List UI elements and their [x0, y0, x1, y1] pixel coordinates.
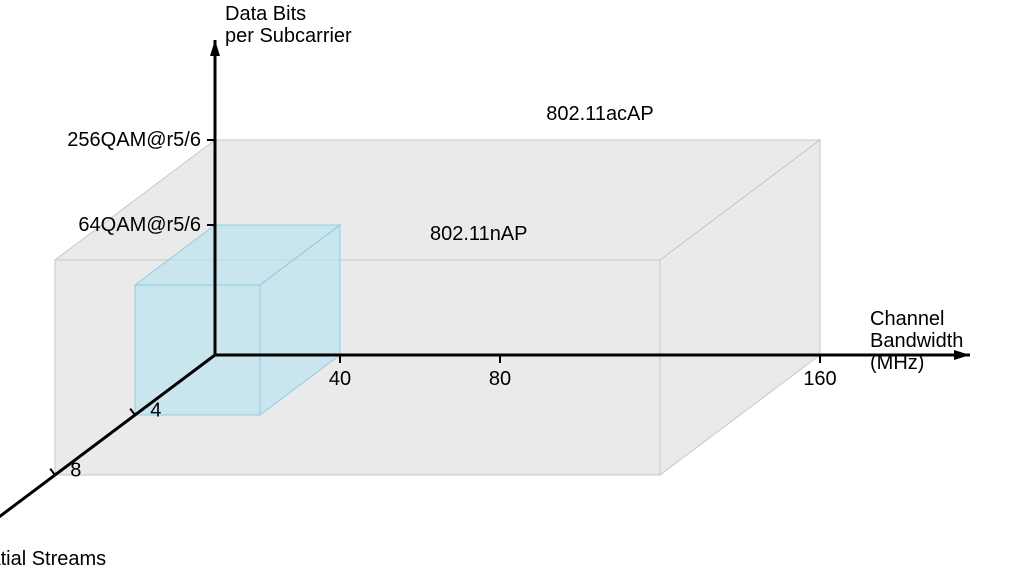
axis-z-label: Spatial Streams [0, 548, 106, 570]
label-802-11ac: 802.11acAP [546, 103, 654, 125]
x-tick-label: 160 [803, 368, 836, 390]
label-802-11n: 802.11nAP [430, 223, 528, 245]
axis-x-label: Bandwidth [870, 330, 963, 352]
x-tick-label: 80 [489, 368, 511, 390]
axis-y-label: Data Bits [225, 3, 306, 25]
y-tick-label: 256QAM@r5/6 [67, 129, 201, 151]
z-tick-label: 4 [150, 400, 161, 422]
axis-x-label: Channel [870, 308, 945, 330]
z-tick-label: 8 [70, 460, 81, 482]
axis-x-label: (MHz) [870, 352, 924, 374]
x-tick-label: 40 [329, 368, 351, 390]
axis-y-label: per Subcarrier [225, 25, 352, 47]
y-tick-label: 64QAM@r5/6 [78, 214, 201, 236]
diagram-3d-axes: 256QAM@r5/6 64QAM@r5/6 40 80 160 4 8 Data Bitsp… [0, 0, 1023, 573]
